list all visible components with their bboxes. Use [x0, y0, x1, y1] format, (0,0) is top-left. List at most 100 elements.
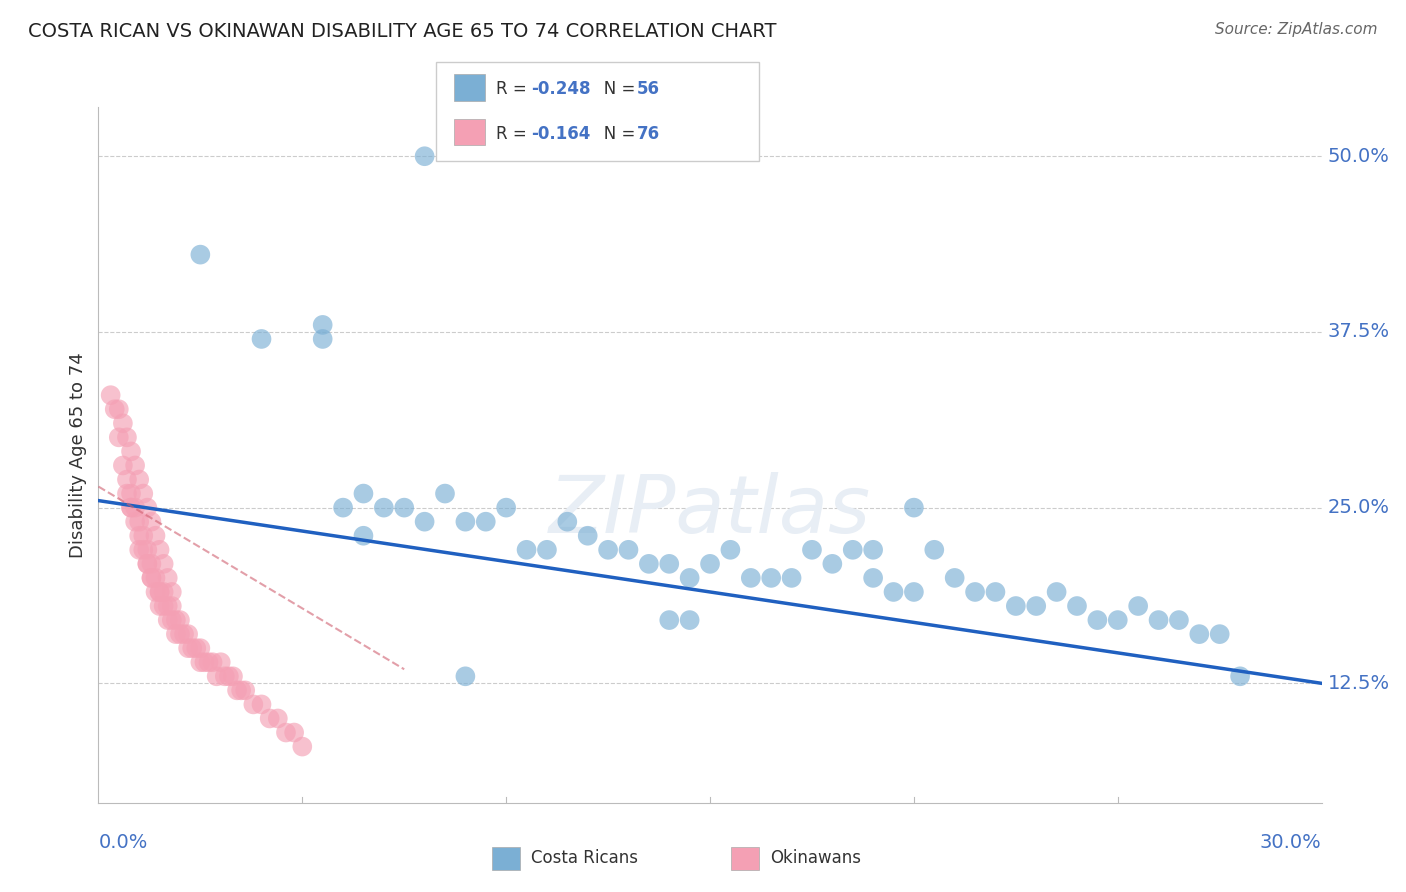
Point: [160, 613, 183, 627]
Point: [231, 683, 253, 698]
Text: Source: ZipAtlas.com: Source: ZipAtlas.com: [1215, 22, 1378, 37]
Point: [132, 486, 155, 500]
Point: [801, 542, 824, 557]
Point: [943, 571, 966, 585]
Point: [124, 500, 146, 515]
Point: [132, 542, 155, 557]
Point: [474, 515, 498, 529]
Point: [1147, 613, 1170, 627]
Point: [115, 486, 138, 500]
Point: [658, 613, 681, 627]
Text: -0.164: -0.164: [531, 125, 591, 143]
Point: [454, 515, 477, 529]
Point: [1128, 599, 1150, 613]
Point: [214, 669, 236, 683]
Point: [740, 571, 762, 585]
Point: [197, 655, 219, 669]
Point: [267, 711, 290, 725]
Point: [679, 613, 702, 627]
Point: [145, 571, 167, 585]
Text: ZIPatlas: ZIPatlas: [548, 472, 872, 549]
Point: [124, 515, 146, 529]
Text: 56: 56: [637, 80, 659, 98]
Point: [780, 571, 803, 585]
Point: [145, 585, 167, 599]
Point: [352, 486, 374, 500]
Point: [160, 585, 183, 599]
Y-axis label: Disability Age 65 to 74: Disability Age 65 to 74: [69, 352, 87, 558]
Point: [555, 515, 579, 529]
Point: [177, 627, 200, 641]
Point: [128, 473, 150, 487]
Point: [598, 542, 620, 557]
Point: [156, 599, 179, 613]
Point: [111, 417, 134, 431]
Point: [250, 332, 273, 346]
Point: [104, 402, 127, 417]
Point: [291, 739, 314, 754]
Point: [242, 698, 264, 712]
Text: 50.0%: 50.0%: [1327, 147, 1389, 166]
Point: [352, 529, 374, 543]
Point: [149, 585, 172, 599]
Point: [177, 641, 200, 656]
Point: [188, 641, 212, 656]
Point: [434, 486, 457, 500]
Point: [821, 557, 844, 571]
Point: [128, 542, 150, 557]
Point: [226, 683, 249, 698]
Text: 0.0%: 0.0%: [98, 833, 148, 853]
Point: [141, 515, 163, 529]
Point: [637, 557, 661, 571]
Point: [922, 542, 945, 557]
Point: [186, 641, 208, 656]
Point: [1229, 669, 1251, 683]
Point: [679, 571, 702, 585]
Point: [1045, 585, 1069, 599]
Point: [149, 585, 172, 599]
Point: [165, 613, 187, 627]
Point: [454, 669, 477, 683]
Point: [205, 669, 228, 683]
Point: [259, 711, 281, 725]
Point: [1167, 613, 1189, 627]
Point: [152, 557, 174, 571]
Point: [536, 542, 558, 557]
Point: [156, 613, 179, 627]
Point: [218, 669, 240, 683]
Point: [718, 542, 742, 557]
Point: [136, 500, 159, 515]
Text: R =: R =: [496, 125, 533, 143]
Point: [169, 627, 191, 641]
Point: [862, 571, 884, 585]
Point: [373, 500, 395, 515]
Point: [576, 529, 599, 543]
Point: [516, 542, 538, 557]
Point: [188, 655, 212, 669]
Point: [115, 430, 138, 444]
Text: COSTA RICAN VS OKINAWAN DISABILITY AGE 65 TO 74 CORRELATION CHART: COSTA RICAN VS OKINAWAN DISABILITY AGE 6…: [28, 22, 776, 41]
Point: [149, 542, 172, 557]
Point: [160, 599, 183, 613]
Point: [181, 641, 204, 656]
Point: [152, 599, 174, 613]
Point: [141, 557, 163, 571]
Point: [1085, 613, 1108, 627]
Point: [984, 585, 1007, 599]
Point: [312, 332, 335, 346]
Point: [120, 444, 142, 458]
Point: [965, 585, 987, 599]
Point: [883, 585, 905, 599]
Text: N =: N =: [588, 125, 640, 143]
Point: [658, 557, 681, 571]
Point: [124, 458, 146, 473]
Point: [1209, 627, 1232, 641]
Point: [699, 557, 721, 571]
Point: [108, 430, 131, 444]
Point: [149, 599, 172, 613]
Point: [128, 515, 150, 529]
Point: [120, 486, 142, 500]
Point: [222, 669, 245, 683]
Point: [141, 571, 163, 585]
Point: [156, 571, 179, 585]
